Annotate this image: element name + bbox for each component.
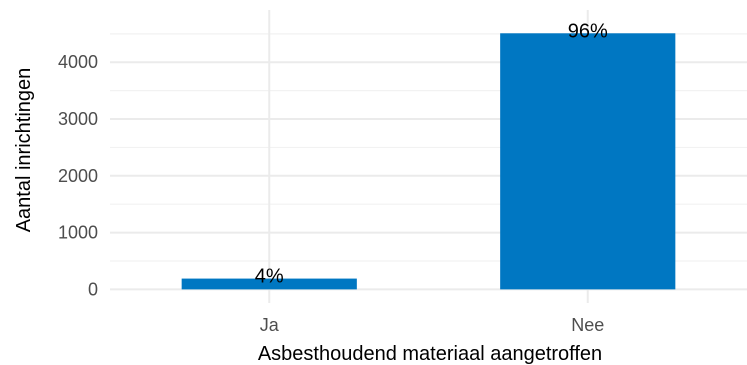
data-label: 96%	[568, 20, 608, 42]
x-tick-label: Nee	[571, 315, 604, 335]
data-labels: 4% 96%	[255, 20, 608, 287]
y-tick-label: 3000	[58, 109, 98, 129]
y-axis-ticks: 0 1000 2000 3000 4000	[58, 52, 98, 299]
y-tick-label: 2000	[58, 166, 98, 186]
x-tick-label: Ja	[260, 315, 280, 335]
y-tick-label: 1000	[58, 223, 98, 243]
bar-ja	[181, 278, 357, 290]
bar-nee	[500, 33, 676, 290]
bars	[181, 33, 676, 290]
y-tick-label: 0	[88, 279, 98, 299]
data-label: 4%	[255, 266, 284, 288]
y-tick-label: 4000	[58, 52, 98, 72]
x-axis-ticks: Ja Nee	[260, 315, 605, 335]
x-axis-title: Asbesthoudend materiaal aangetroffen	[258, 343, 602, 365]
y-axis-title: Aantal inrichtingen	[13, 68, 35, 233]
